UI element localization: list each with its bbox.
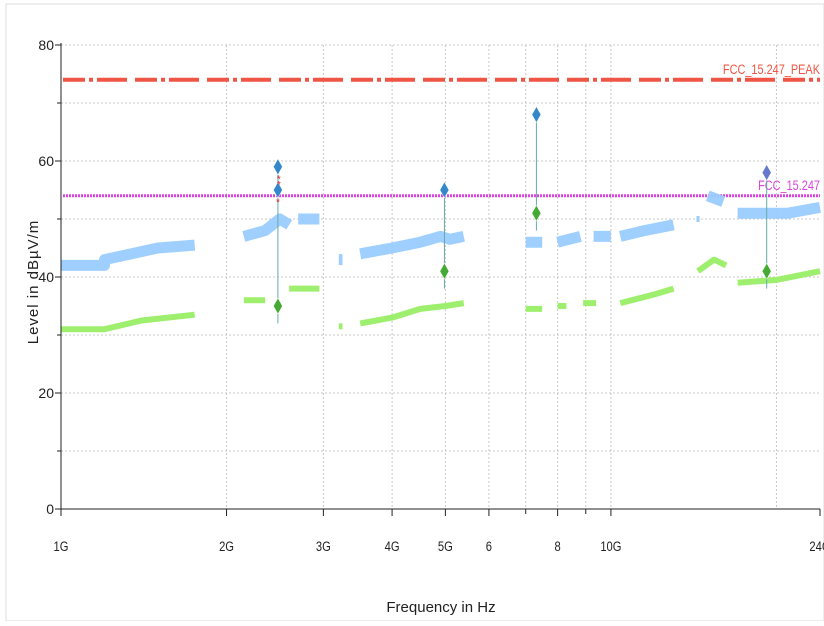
y-tick-label: 0 (46, 501, 54, 517)
trace-segment (619, 219, 675, 242)
trace-segment (359, 230, 465, 260)
peak-star: * (277, 174, 281, 185)
limit-line-label: FCC_15.247_PEAK (723, 62, 821, 78)
series-layer (61, 190, 821, 333)
axis-layer: 0 20 40 60 80 1G 2G 3G 4G 5G 6 8 10G 24G (38, 37, 824, 554)
peak-star: * (276, 198, 280, 209)
trace-segment (696, 216, 700, 222)
x-tick-label: 24G (809, 539, 824, 554)
trace-segment (619, 285, 675, 307)
limit-layer: FCC_15.247_PEAK FCC_15.247 (63, 62, 821, 198)
trace-segment (556, 231, 582, 248)
x-tick-label: 1G (54, 539, 69, 554)
x-tick-label: 8 (555, 539, 561, 554)
trace-series (61, 256, 821, 333)
peak-marker (531, 106, 542, 124)
y-axis-label: Level in dBµV/m (25, 220, 42, 345)
trace-segment (242, 213, 293, 242)
x-tick-label: 4G (385, 539, 400, 554)
peak-marker (439, 262, 450, 280)
peak-marker (761, 262, 772, 280)
x-tick-label: 2G (219, 539, 234, 554)
peak-marker (531, 204, 542, 222)
peak-marker (273, 297, 283, 315)
grid-layer (61, 44, 820, 509)
x-axis-label: Frequency in Hz (386, 599, 495, 616)
x-tick-label: 10G (600, 539, 621, 554)
y-tick-label: 40 (38, 269, 54, 285)
x-tick-label: 5G (438, 539, 453, 554)
trace-segment (696, 256, 728, 274)
trace-segment (737, 201, 821, 219)
peak-marker (439, 181, 450, 199)
trace-segment (61, 239, 196, 271)
y-tick-label: 20 (38, 385, 54, 401)
trace-segment (61, 311, 196, 333)
peak-marker (273, 181, 283, 199)
peak-marker (273, 158, 283, 176)
peak-marker (761, 164, 772, 182)
trace-segment (705, 190, 726, 207)
trace-segment (359, 300, 465, 327)
x-tick-label: 3G (316, 539, 331, 554)
marker-layer: *** (273, 106, 772, 324)
peak-star: * (277, 180, 281, 191)
y-tick-label: 60 (38, 153, 54, 169)
y-tick-label: 80 (38, 37, 54, 53)
trace-series (61, 190, 821, 271)
trace-segment (737, 268, 821, 286)
limit-line-label: FCC_15.247 (758, 178, 820, 194)
x-tick-label: 6 (486, 539, 492, 554)
